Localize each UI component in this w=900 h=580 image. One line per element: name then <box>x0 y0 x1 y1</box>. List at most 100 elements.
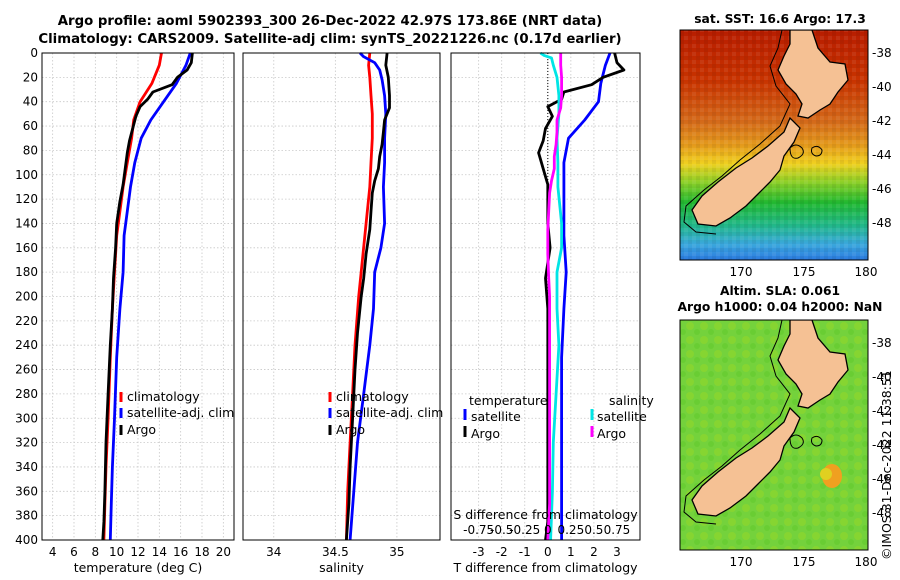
sst-lon-tick-label: 175 <box>793 265 816 279</box>
y-tick-label: 280 <box>15 387 38 401</box>
sla-lat-tick-label: -44 <box>872 438 892 452</box>
temperature-panel: 0 20 40 60 80 100 120 140 160 180 200 220 240 260 280 3… <box>15 46 235 575</box>
sla-map-title-line-1: Altim. SLA: 0.061 <box>719 284 841 298</box>
series-line-2 <box>345 52 391 541</box>
x-tick-label: -3 <box>473 545 485 559</box>
sla-north-island <box>777 320 849 409</box>
y-tick-label: 360 <box>15 484 38 498</box>
series-line-3 <box>546 53 563 541</box>
y-tick-label: 200 <box>15 290 38 304</box>
y-tick-label: 120 <box>15 192 38 206</box>
x-tick-label: 34 <box>266 545 281 559</box>
sst-lon-tick-label: 180 <box>855 265 878 279</box>
y-tick-label: 140 <box>15 216 38 230</box>
salinity-diff-tick-label: 0 <box>544 523 552 537</box>
salinity-diff-tick-label: 0.5 <box>584 523 603 537</box>
y-tick-label: 320 <box>15 436 38 450</box>
plot-frame <box>450 52 641 541</box>
y-tick-label: 380 <box>15 509 38 523</box>
series-line-1 <box>348 52 388 541</box>
sst-lat-tick-label: -40 <box>872 80 892 94</box>
x-tick-label: 10 <box>109 545 124 559</box>
sla-lon-tick-label: 175 <box>793 555 816 569</box>
sst-lat-tick-label: -38 <box>872 46 892 60</box>
salinity-diff-tick-label: -0.5 <box>490 523 513 537</box>
sla-lon-tick-label: 180 <box>855 555 878 569</box>
plot-frame <box>41 52 235 541</box>
legend-label: Argo <box>471 426 500 441</box>
salinity-diff-axis-label: S difference from climatology <box>453 507 638 522</box>
y-tick-label: 100 <box>15 168 38 182</box>
series-line-0 <box>560 52 612 540</box>
sla-lat-tick-label: -42 <box>872 404 892 418</box>
legend-label: satellite-adj. clim <box>336 405 443 420</box>
legend-label: satellite <box>471 409 521 424</box>
x-axis-label: salinity <box>319 560 364 575</box>
sst-lat-tick-label: -46 <box>872 182 892 196</box>
y-tick-label: 220 <box>15 314 38 328</box>
y-tick-label: 400 <box>15 533 38 547</box>
legend-label: satellite <box>597 409 647 424</box>
sla-south-island <box>691 406 801 517</box>
legend-label: climatology <box>336 389 409 404</box>
x-tick-label: -1 <box>519 545 531 559</box>
sla-map <box>679 319 869 551</box>
x-tick-label: 4 <box>49 545 57 559</box>
sla-high-patch-core <box>820 468 832 480</box>
sst-lat-tick-label: -42 <box>872 114 892 128</box>
sst-map-title: sat. SST: 16.6 Argo: 17.3 <box>694 12 866 26</box>
x-tick-label: 35 <box>389 545 404 559</box>
salinity-diff-tick-label: -0.25 <box>509 523 540 537</box>
series-line-1 <box>537 52 626 541</box>
x-tick-label: 16 <box>173 545 188 559</box>
y-tick-label: 60 <box>23 119 38 133</box>
y-tick-label: 240 <box>15 338 38 352</box>
plot-frame <box>242 52 441 541</box>
y-tick-label: 40 <box>23 95 38 109</box>
legend-title-salinity: salinity <box>609 393 654 408</box>
sla-lat-tick-label: -48 <box>872 506 892 520</box>
sst-lat-tick-label: -44 <box>872 148 892 162</box>
y-tick-label: 0 <box>30 46 38 60</box>
map-ticks: 170 175 180 -38 -40 -42 -44 -46 -48 170 175 180 -38 -… <box>730 46 892 569</box>
sla-map-title-line-2: Argo h1000: 0.04 h2000: NaN <box>677 300 883 314</box>
legend-title-temperature: temperature <box>469 393 548 408</box>
x-tick-label: 3 <box>613 545 621 559</box>
difference-panel: -3 -2 -1 0 1 2 3T difference from climatology t… <box>450 51 654 575</box>
x-tick-label: 12 <box>130 545 145 559</box>
x-tick-label: 34.5 <box>322 545 349 559</box>
legend-label: Argo <box>127 422 156 437</box>
sst-south-island <box>691 116 801 227</box>
x-tick-label: 8 <box>92 545 100 559</box>
legend-label: Argo <box>336 422 365 437</box>
salinity-diff-tick-label: 0.25 <box>557 523 584 537</box>
y-tick-label: 260 <box>15 363 38 377</box>
legend-label: climatology <box>127 389 200 404</box>
x-tick-label: 6 <box>70 545 78 559</box>
figure-title-line-1: Argo profile: aoml 5902393_300 26-Dec-20… <box>57 14 603 29</box>
x-tick-label: 18 <box>194 545 209 559</box>
salinity-panel: 34 34.5 35 salinity climatologysatellite-adj… <box>242 52 443 575</box>
sla-shelf-contour <box>683 320 791 525</box>
sla-lon-tick-label: 170 <box>730 555 753 569</box>
x-tick-label: 0 <box>544 545 552 559</box>
sst-shelf-contour <box>683 30 791 235</box>
sla-lat-tick-label: -38 <box>872 336 892 350</box>
salinity-diff-tick-label: -0.75 <box>463 523 494 537</box>
x-tick-label: 14 <box>152 545 167 559</box>
y-tick-label: 160 <box>15 241 38 255</box>
sst-lon-tick-label: 170 <box>730 265 753 279</box>
figure-title-line-2: Climatology: CARS2009. Satellite-adj cli… <box>38 32 622 47</box>
legend-label: satellite-adj. clim <box>127 405 234 420</box>
x-tick-label: 20 <box>216 545 231 559</box>
x-tick-label: 2 <box>590 545 598 559</box>
copyright-stamp: ©IMOS 31-Dec-2022 11:38:51 <box>879 370 894 560</box>
sst-map-frame <box>679 29 869 261</box>
y-tick-label: 300 <box>15 411 38 425</box>
x-axis-label: T difference from climatology <box>452 560 638 575</box>
series-line-2 <box>539 51 563 541</box>
legend-label: Argo <box>597 426 626 441</box>
x-tick-label: -2 <box>496 545 508 559</box>
sla-lat-tick-label: -46 <box>872 472 892 486</box>
